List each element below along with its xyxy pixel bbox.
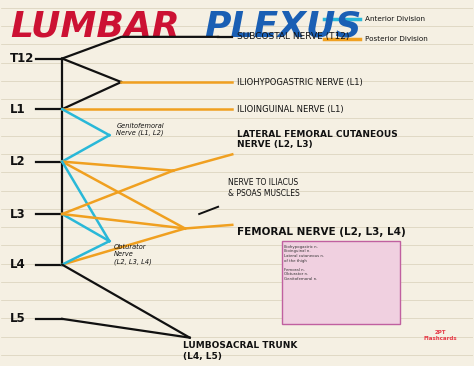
Text: FEMORAL NERVE (L2, L3, L4): FEMORAL NERVE (L2, L3, L4): [237, 227, 406, 237]
Text: T12: T12: [10, 52, 35, 65]
Text: LATERAL FEMORAL CUTANEOUS
NERVE (L2, L3): LATERAL FEMORAL CUTANEOUS NERVE (L2, L3): [237, 130, 398, 149]
Text: NERVE TO ILIACUS
& PSOAS MUSCLES: NERVE TO ILIACUS & PSOAS MUSCLES: [228, 178, 299, 198]
Text: L5: L5: [10, 312, 26, 325]
Text: Posterior Division: Posterior Division: [365, 36, 428, 42]
Text: L4: L4: [10, 258, 26, 271]
Text: LUMBOSACRAL TRUNK
(L4, L5): LUMBOSACRAL TRUNK (L4, L5): [182, 341, 297, 361]
Text: L2: L2: [10, 155, 26, 168]
Text: PLEXUS: PLEXUS: [204, 10, 361, 44]
Text: ILIOHYPOGASTRIC NERVE (L1): ILIOHYPOGASTRIC NERVE (L1): [237, 78, 363, 86]
Text: Iliohypogastric n.
Ilioinguinal n.
Lateral cutaneous n.
of the thigh

Femoral n.: Iliohypogastric n. Ilioinguinal n. Later…: [284, 245, 324, 281]
Text: Genitofemoral
Nerve (L1, L2): Genitofemoral Nerve (L1, L2): [117, 123, 164, 136]
Text: 2PT
Flashcards: 2PT Flashcards: [423, 330, 457, 340]
Text: Anterior Division: Anterior Division: [365, 16, 425, 22]
Text: Obturator
Nerve
(L2, L3, L4): Obturator Nerve (L2, L3, L4): [114, 244, 152, 265]
Text: L1: L1: [10, 102, 26, 116]
Text: SUBCOSTAL NERVE (T12): SUBCOSTAL NERVE (T12): [237, 32, 349, 41]
Text: ILIOINGUINAL NERVE (L1): ILIOINGUINAL NERVE (L1): [237, 105, 344, 114]
Text: LUMBAR: LUMBAR: [10, 10, 180, 44]
FancyBboxPatch shape: [282, 241, 400, 324]
Text: L3: L3: [10, 208, 26, 220]
